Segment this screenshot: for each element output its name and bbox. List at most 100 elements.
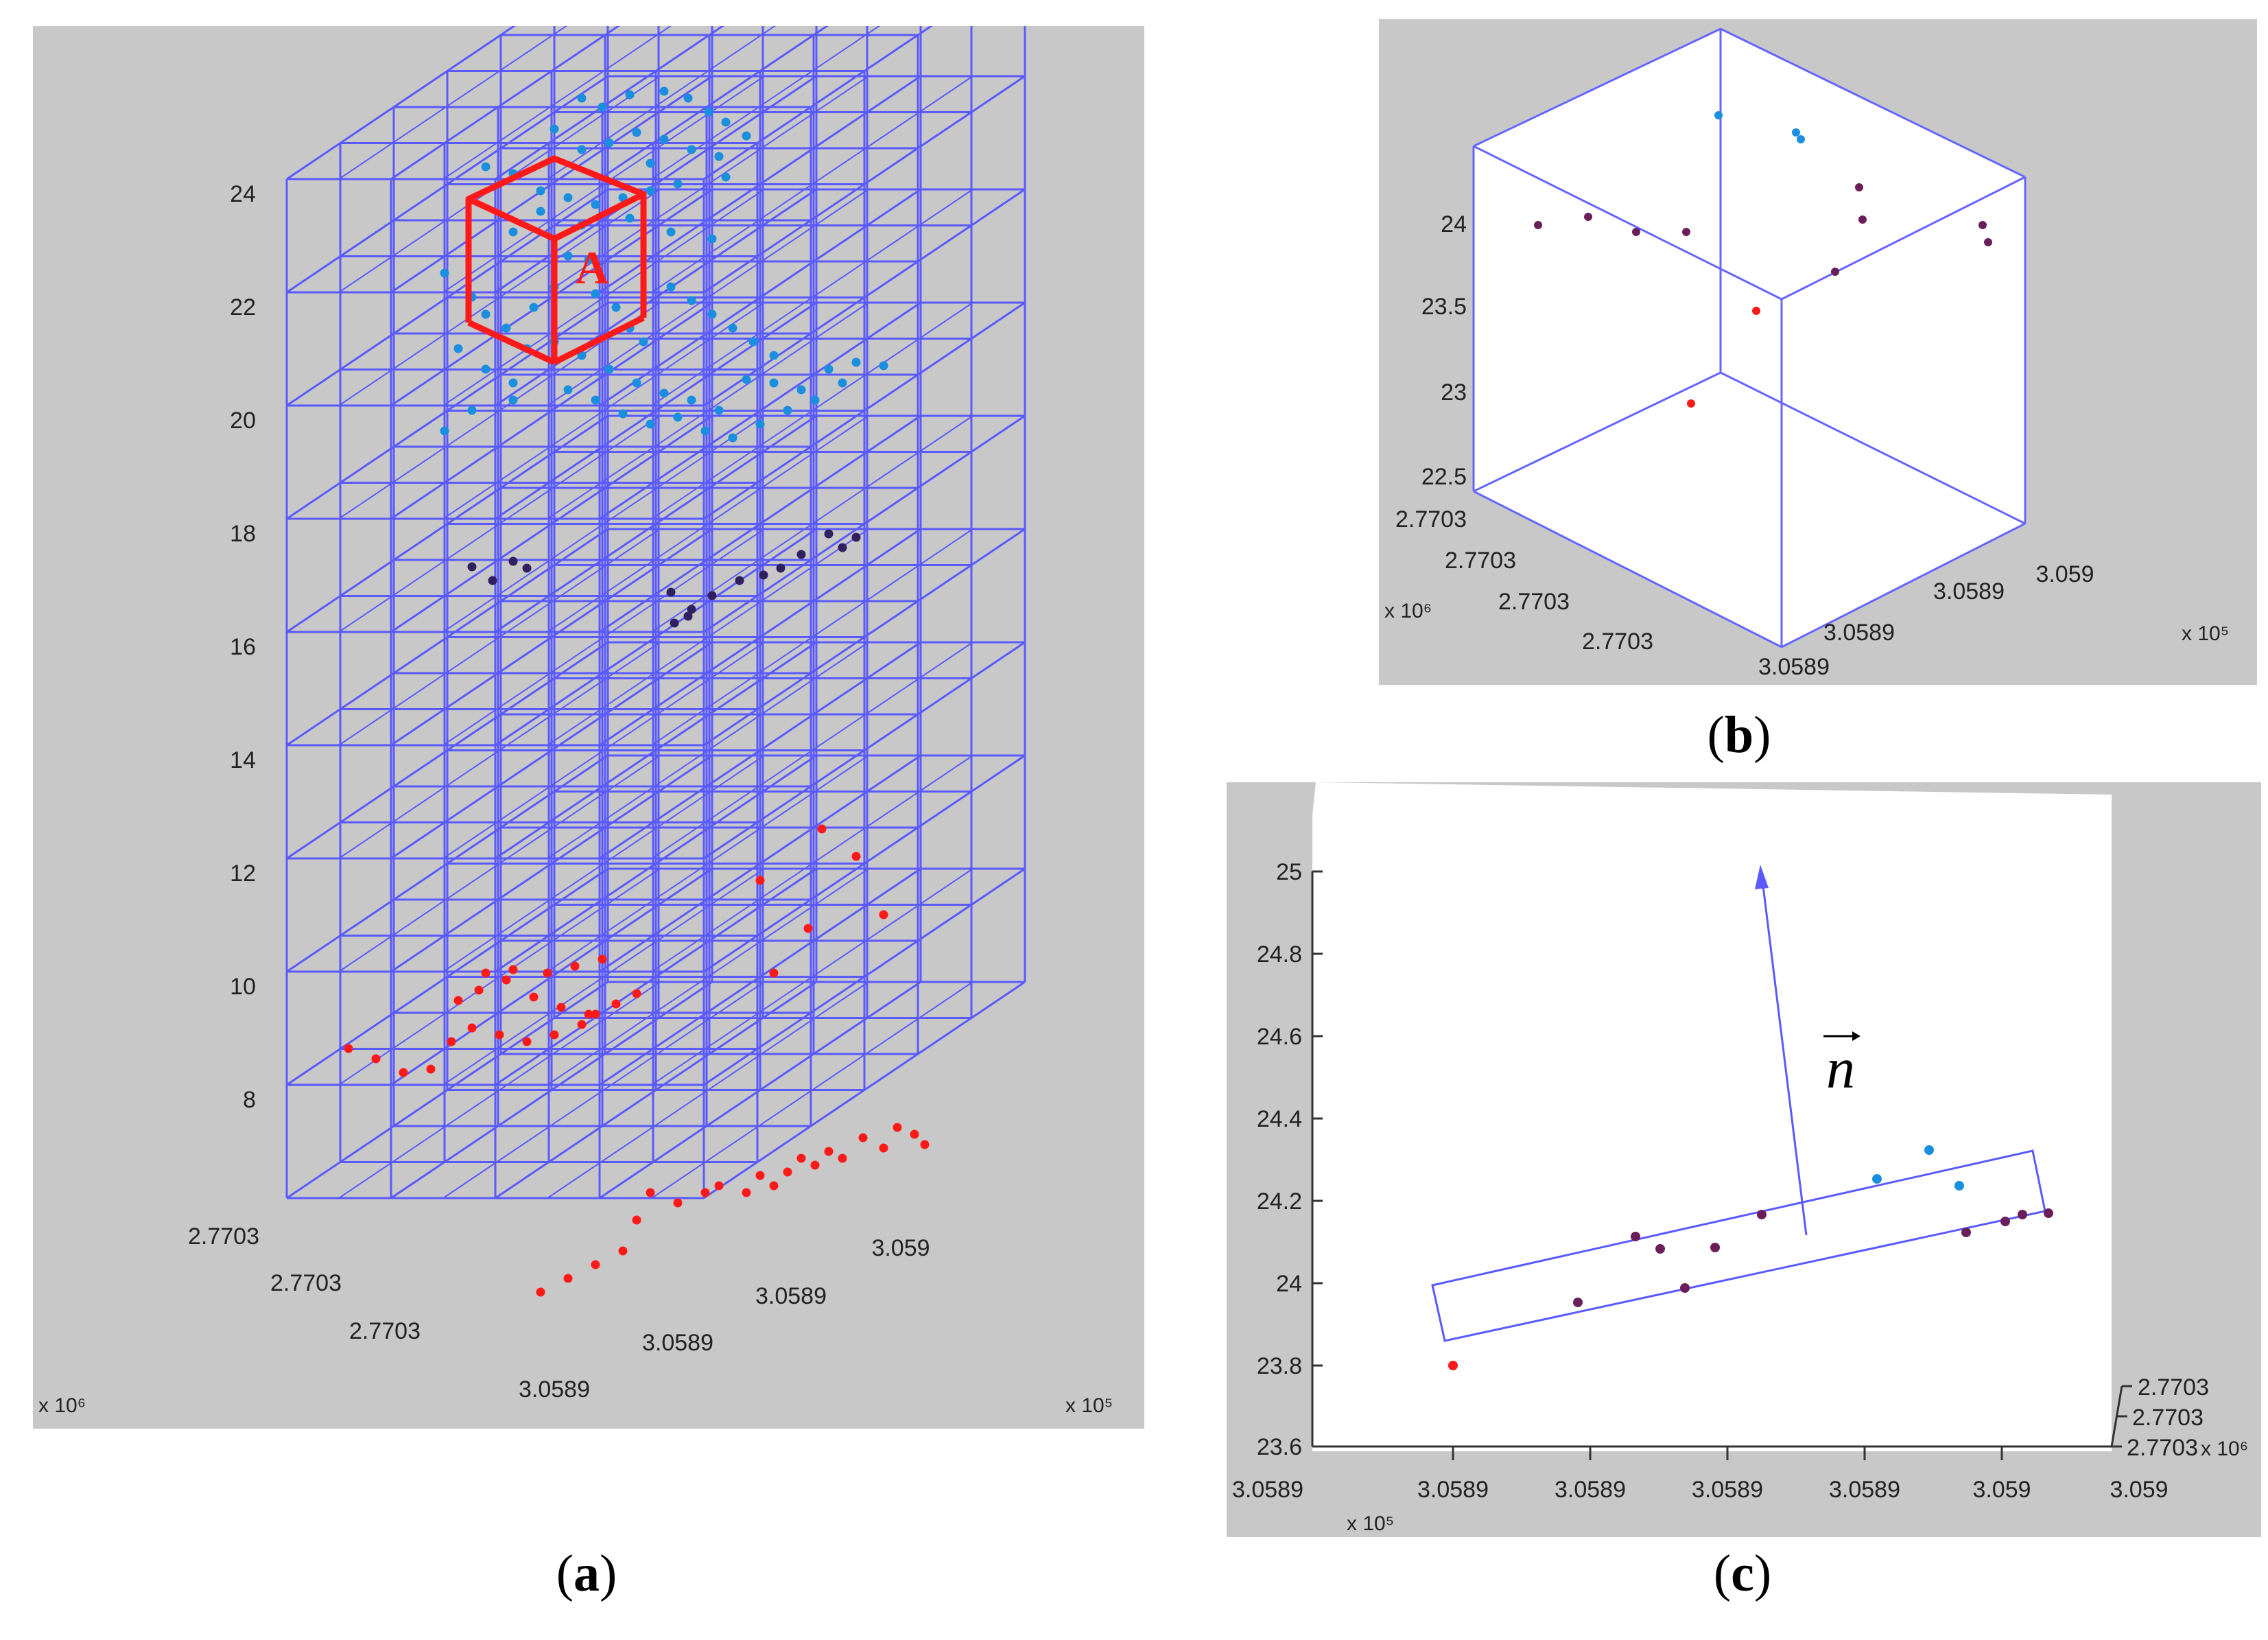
lidar-point (550, 124, 559, 134)
lidar-point (556, 1003, 566, 1012)
z-tick: 16 (230, 634, 256, 660)
lidar-point (543, 968, 552, 978)
lidar-point (563, 385, 573, 395)
lidar-point (824, 364, 834, 374)
z-axis-ticks: 24 23.5 23 22.5 (1421, 211, 1467, 490)
lidar-point (759, 570, 768, 580)
panel-c-plot: 25 24.8 24.6 24.4 24.2 24 23.8 23.6 3.05… (1232, 782, 2248, 1535)
x-tick: 3.0589 (1823, 620, 1895, 646)
lidar-point (646, 419, 655, 429)
grid-line (651, 189, 973, 406)
x-tick: 3.0589 (1692, 1477, 1763, 1503)
grid-line (651, 415, 973, 633)
y-tick: 2.7703 (2127, 1435, 2198, 1461)
lidar-point (508, 965, 518, 974)
grid-line (651, 26, 881, 180)
grid-line (338, 755, 661, 972)
lidar-point (467, 562, 477, 572)
lidar-point (563, 1274, 573, 1283)
lidar-point (426, 1064, 436, 1074)
grid-line (547, 528, 869, 746)
plane-point (1631, 1232, 1640, 1241)
lidar-point (666, 227, 676, 237)
grid-line (651, 642, 973, 859)
grid-line (442, 528, 765, 746)
x-tick: 3.0589 (1417, 1477, 1489, 1503)
voxel-point (1682, 228, 1690, 236)
z-tick: 23.6 (1257, 1434, 1302, 1460)
lidar-point (659, 86, 669, 96)
lidar-point (529, 303, 539, 312)
y-tick: 2.7703 (349, 1318, 421, 1344)
lidar-point (344, 1044, 353, 1053)
lidar-point (824, 1147, 834, 1156)
lidar-point (618, 193, 628, 202)
voxel-point (1797, 135, 1805, 143)
z-tick: 24.2 (1257, 1188, 1302, 1215)
grid-line (338, 868, 661, 1086)
grid-line (338, 26, 568, 180)
normal-label: n (1826, 1037, 1855, 1101)
voxel-point (1752, 307, 1760, 315)
lidar-point (467, 406, 477, 415)
plane-point (1757, 1210, 1767, 1219)
lidar-point (639, 337, 648, 347)
z-tick: 10 (230, 974, 256, 1000)
lidar-point (838, 1153, 847, 1163)
z-tick: 22.5 (1421, 464, 1467, 490)
lidar-point (776, 563, 785, 573)
lidar-point (769, 968, 779, 978)
x-tick: 3.059 (1972, 1477, 2031, 1503)
z-tick: 14 (230, 747, 256, 773)
lidar-point (529, 992, 539, 1002)
lidar-point (769, 378, 779, 388)
normal-label-arrowhead (1852, 1031, 1861, 1041)
grid-line (547, 75, 869, 293)
lidar-point (508, 227, 518, 237)
lidar-point (673, 179, 683, 189)
lidar-point (447, 1037, 456, 1046)
lidar-point (851, 358, 861, 367)
lidar-point (488, 576, 497, 585)
lidar-point (910, 1129, 919, 1139)
lidar-point (687, 145, 696, 154)
lidar-point (796, 385, 806, 395)
lidar-point (495, 1030, 504, 1040)
lidar-point (714, 406, 724, 415)
lidar-point (879, 910, 888, 919)
lidar-point (522, 1037, 532, 1046)
lidar-point (371, 1054, 381, 1064)
panel-b-plot: 24 23.5 23 22.5 2.7703 2.7703 2.7703 2.7… (1384, 27, 2229, 680)
lidar-point (467, 1023, 477, 1033)
lidar-point (673, 1198, 683, 1208)
grid-line (442, 302, 765, 519)
lidar-point (851, 852, 861, 861)
x-axis-ticks: 3.0589 3.0589 3.0589 3.0589 3.0589 3.059… (1232, 1446, 2169, 1503)
x-exponent: x 10⁵ (1347, 1512, 1394, 1535)
z-axis-ticks: 24 22 20 18 16 14 12 10 8 (230, 181, 256, 1113)
y-exponent: x 10⁶ (2201, 1438, 2248, 1460)
plane-point (2044, 1208, 2053, 1218)
lidar-point (591, 1009, 600, 1019)
voxel-point (1858, 215, 1867, 224)
lidar-point (683, 611, 693, 621)
lidar-point (598, 102, 607, 112)
z-tick: 24 (1276, 1271, 1302, 1297)
y-tick: 2.7703 (1498, 589, 1570, 615)
lidar-point (728, 433, 737, 443)
plane-point (1710, 1243, 1720, 1252)
grid-line (547, 642, 869, 859)
lidar-point (707, 591, 717, 600)
voxel-grid (285, 26, 1026, 1199)
lidar-point (810, 1160, 820, 1170)
normal-vector (1755, 865, 1808, 1236)
grid-line (338, 981, 661, 1199)
bounding-box-face (1782, 177, 2025, 647)
x-tick: 3.059 (2110, 1477, 2168, 1503)
z-tick: 8 (243, 1087, 256, 1113)
voxel-point (1534, 221, 1542, 229)
x-tick: 3.0589 (519, 1377, 590, 1403)
bounding-box (1472, 27, 2027, 648)
plane-point (1680, 1283, 1690, 1293)
grid-line (651, 755, 973, 972)
